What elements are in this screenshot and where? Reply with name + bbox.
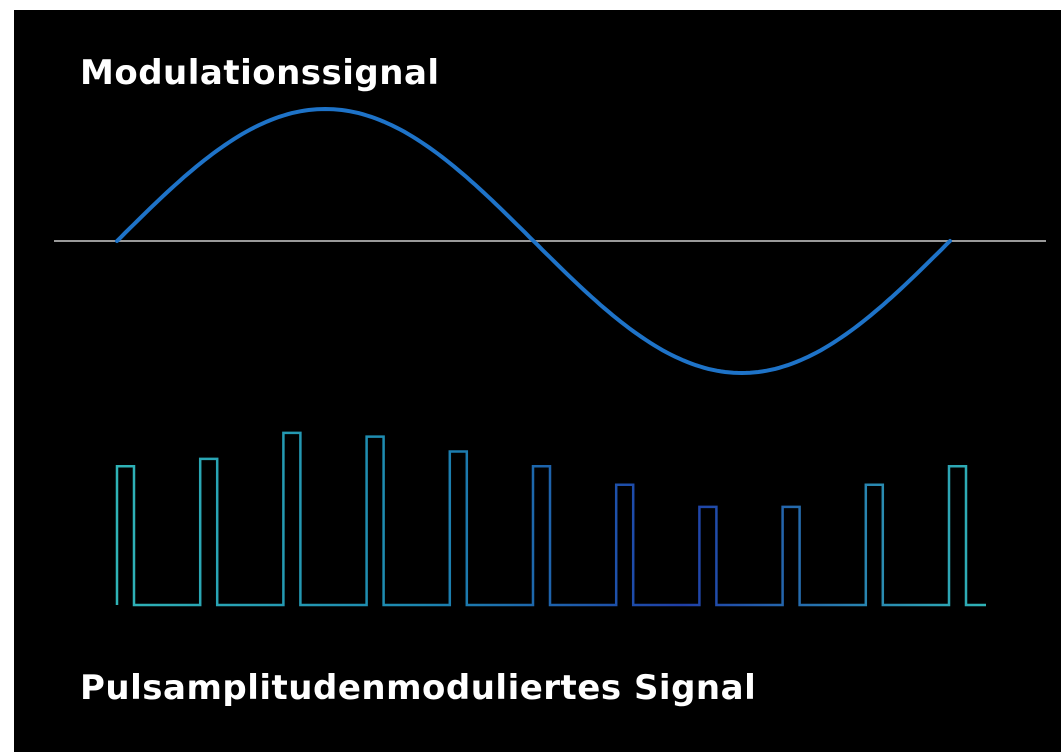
modulation-sine-wave	[115, 106, 952, 376]
pam-pulse-path	[115, 431, 986, 607]
diagram-panel: Modulationssignal Pulsamplitudenmodulier…	[14, 10, 1061, 752]
pam-signal-title: Pulsamplitudenmodulierte​s Signal	[80, 668, 757, 708]
modulation-signal-title: Modulationssignal	[80, 53, 440, 93]
pam-pulse-train	[115, 431, 986, 607]
diagram-canvas	[54, 106, 1046, 607]
